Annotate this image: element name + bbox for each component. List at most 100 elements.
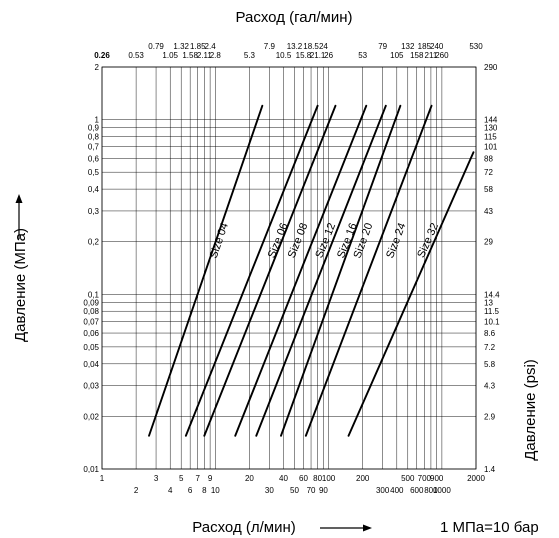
- x-tick-top-14: 15.8: [296, 51, 312, 60]
- y-axis-label: Давление (МПа): [12, 228, 29, 342]
- y-tick-right-2: 4.3: [484, 382, 496, 391]
- y-tick-right-18: 144: [484, 116, 498, 125]
- x-tick-bottom-22: 500: [401, 474, 415, 483]
- x-tick-bottom-13: 50: [290, 486, 299, 495]
- y-tick-right-9: 14.4: [484, 290, 500, 299]
- y-tick-left-15: 0,7: [88, 143, 100, 152]
- x-tick-top-20: 79: [378, 42, 387, 51]
- y-tick-left-19: 2: [95, 63, 100, 72]
- x-tick-top-24: 185: [418, 42, 432, 51]
- x-axis-arrowhead: [363, 524, 372, 532]
- series-line-3: [234, 104, 368, 437]
- x-tick-bottom-16: 80: [313, 474, 322, 483]
- x-tick-top-6: 1.85: [190, 42, 206, 51]
- y-tick-left-9: 0,1: [88, 290, 100, 299]
- y-tick-left-4: 0,05: [83, 343, 99, 352]
- y-ticks-left: 0,01 0,02 0,03 0,04 0,05 0,06 0,070,080,090,1 0…: [83, 63, 99, 474]
- y-tick-left-8: 0,09: [83, 298, 99, 307]
- x-tick-top-19: 53: [358, 51, 367, 60]
- series-line-7: [347, 151, 475, 437]
- x-tick-top-4: 1.32: [173, 42, 189, 51]
- x-tick-bottom-14: 60: [299, 474, 308, 483]
- series-label-0: Size 04: [208, 221, 231, 260]
- x-tick-bottom-20: 300: [376, 486, 390, 495]
- y-tick-left-5: 0,06: [83, 329, 99, 338]
- unit-note: 1 МПа=10 бар: [440, 519, 539, 536]
- y-tick-right-19: 290: [484, 63, 498, 72]
- y-axis-title-right: Давление (psi): [522, 359, 539, 461]
- x-tick-top-26: 240: [430, 42, 444, 51]
- x-tick-bottom-6: 7: [196, 474, 201, 483]
- x-tick-top-18: 26: [324, 51, 333, 60]
- x-tick-bottom-0: 1: [100, 474, 105, 483]
- series-line-2: [203, 104, 337, 437]
- y-tick-right-12: 58: [484, 185, 493, 194]
- x-tick-bottom-2: 3: [154, 474, 159, 483]
- x-tick-bottom-15: 70: [307, 486, 316, 495]
- x-tick-bottom-23: 600: [410, 486, 424, 495]
- y-tick-left-14: 0,6: [88, 154, 100, 163]
- series-label-6: Size 24: [384, 221, 408, 260]
- x-tick-bottom-28: 2000: [467, 474, 485, 483]
- x-tick-top-21: 105: [390, 51, 404, 60]
- y-tick-right-14: 88: [484, 154, 493, 163]
- y-tick-right-17: 130: [484, 124, 498, 133]
- x-tick-bottom-24: 700: [418, 474, 432, 483]
- y-axis-arrowhead: [15, 194, 23, 203]
- y-tick-right-0: 1.4: [484, 465, 496, 474]
- y-tick-left-10: 0,2: [88, 238, 100, 247]
- y-tick-left-7: 0,08: [83, 307, 99, 316]
- y-tick-right-15: 101: [484, 143, 498, 152]
- x-ticks-top: 0.26 0.53 0.791.051.321.581.852.112.42.8 5.…: [94, 42, 483, 60]
- series-line-1: [184, 104, 319, 437]
- x-tick-top-7: 2.11: [197, 51, 213, 60]
- x-tick-top-13: 13.2: [287, 42, 303, 51]
- series-label-7: Size 32: [415, 221, 441, 259]
- x-tick-top-9: 2.8: [210, 51, 222, 60]
- x-tick-top-16: 21.1: [310, 51, 326, 60]
- y-tick-left-6: 0,07: [83, 317, 99, 326]
- y-tick-left-1: 0,02: [83, 412, 99, 421]
- y-tick-right-3: 5.8: [484, 360, 496, 369]
- series-line-4: [255, 104, 387, 437]
- x-tick-bottom-18: 100: [322, 474, 336, 483]
- x-tick-bottom-25: 800: [424, 486, 438, 495]
- x-tick-bottom-5: 6: [188, 486, 193, 495]
- x-tick-top-0: 0.26: [94, 51, 110, 60]
- x-tick-bottom-7: 8: [202, 486, 207, 495]
- y-tick-right-8: 13: [484, 298, 493, 307]
- y-tick-right-16: 115: [484, 133, 497, 142]
- y-tick-right-7: 11.5: [484, 307, 500, 316]
- x-tick-bottom-3: 4: [168, 486, 173, 495]
- x-tick-top-22: 132: [401, 42, 415, 51]
- series-line-0: [148, 104, 264, 437]
- y-tick-left-12: 0,4: [88, 185, 100, 194]
- x-tick-top-10: 5.3: [244, 51, 256, 60]
- y-tick-right-10: 29: [484, 238, 493, 247]
- x-tick-top-2: 0.79: [148, 42, 164, 51]
- y-tick-left-18: 1: [95, 116, 100, 125]
- y-tick-right-4: 7.2: [484, 343, 496, 352]
- x-tick-top-1: 0.53: [128, 51, 144, 60]
- y-tick-left-2: 0,03: [83, 382, 99, 391]
- x-tick-bottom-8: 9: [208, 474, 213, 483]
- x-tick-top-28: 530: [469, 42, 483, 51]
- y-tick-right-5: 8.6: [484, 329, 496, 338]
- y-axis-label-right: Давление (psi): [522, 359, 539, 461]
- x-tick-bottom-21: 400: [390, 486, 404, 495]
- chart-title: Расход (гал/мин): [236, 9, 353, 26]
- x-tick-bottom-11: 30: [265, 486, 274, 495]
- x-tick-bottom-10: 20: [245, 474, 254, 483]
- y-tick-left-17: 0,9: [88, 124, 100, 133]
- grid: [101, 66, 477, 470]
- series-lines: [148, 104, 475, 437]
- y-tick-right-1: 2.9: [484, 412, 496, 421]
- x-tick-top-27: 260: [435, 51, 449, 60]
- x-tick-top-17: 24: [319, 42, 328, 51]
- x-axis-label: Расход (л/мин): [192, 519, 296, 536]
- y-tick-left-3: 0,04: [83, 360, 99, 369]
- x-tick-bottom-26: 900: [430, 474, 444, 483]
